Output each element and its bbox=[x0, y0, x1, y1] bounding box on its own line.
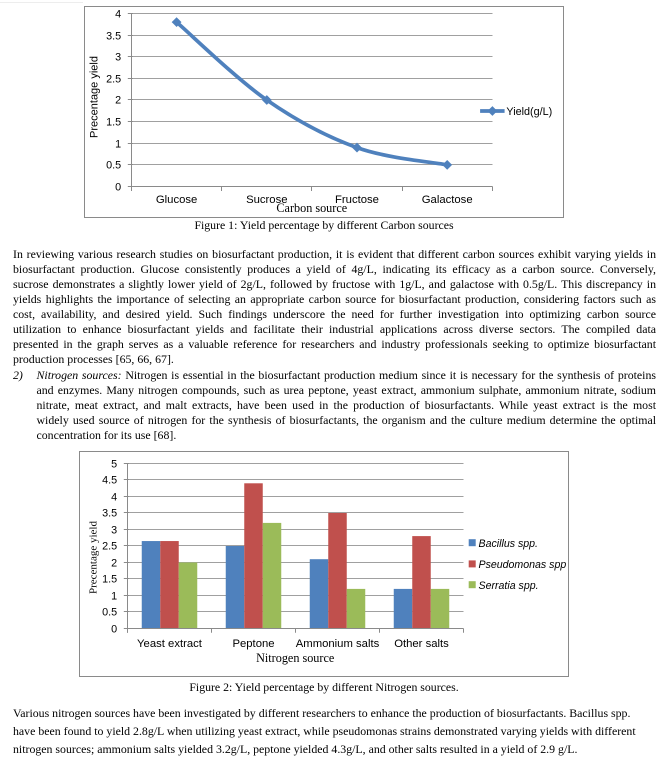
svg-text:Sucrose: Sucrose bbox=[246, 194, 287, 206]
svg-text:3.5: 3.5 bbox=[106, 30, 121, 42]
svg-text:0.5: 0.5 bbox=[106, 159, 121, 171]
svg-text:2.5: 2.5 bbox=[102, 540, 117, 552]
svg-text:2: 2 bbox=[115, 94, 121, 106]
svg-text:3: 3 bbox=[115, 51, 121, 63]
svg-text:Peptone: Peptone bbox=[232, 638, 274, 650]
svg-text:Carbon source: Carbon source bbox=[276, 201, 347, 215]
svg-text:1.5: 1.5 bbox=[102, 573, 117, 585]
svg-text:4: 4 bbox=[115, 8, 121, 20]
svg-text:Yeast extract: Yeast extract bbox=[137, 638, 203, 650]
svg-text:Serratia spp.: Serratia spp. bbox=[479, 580, 539, 592]
svg-text:0: 0 bbox=[111, 623, 117, 635]
svg-text:1.5: 1.5 bbox=[106, 116, 121, 128]
svg-text:2: 2 bbox=[111, 557, 117, 569]
svg-text:1: 1 bbox=[111, 590, 117, 602]
svg-text:Galactose: Galactose bbox=[422, 194, 473, 206]
svg-text:3.5: 3.5 bbox=[102, 507, 117, 519]
svg-text:0.5: 0.5 bbox=[102, 606, 117, 618]
svg-text:Bacillus spp.: Bacillus spp. bbox=[479, 538, 538, 550]
svg-text:5: 5 bbox=[111, 458, 117, 470]
svg-text:Yield(g/L): Yield(g/L) bbox=[506, 106, 552, 118]
svg-text:Nitrogen source: Nitrogen source bbox=[256, 651, 334, 665]
svg-text:Precentage yield: Precentage yield bbox=[89, 56, 101, 138]
svg-text:4.5: 4.5 bbox=[102, 474, 117, 486]
svg-text:3: 3 bbox=[111, 524, 117, 536]
svg-text:Other salts: Other salts bbox=[394, 638, 449, 650]
svg-text:0: 0 bbox=[115, 181, 121, 193]
svg-text:Precentage yield: Precentage yield bbox=[88, 521, 100, 594]
svg-text:Glucose: Glucose bbox=[156, 194, 197, 206]
svg-text:4: 4 bbox=[111, 491, 117, 503]
svg-text:1: 1 bbox=[115, 138, 121, 150]
svg-text:Ammonium salts: Ammonium salts bbox=[296, 638, 380, 650]
svg-text:Pseudomonas spp: Pseudomonas spp bbox=[479, 559, 567, 571]
svg-text:Fructose: Fructose bbox=[335, 194, 379, 206]
svg-text:2.5: 2.5 bbox=[106, 73, 121, 85]
